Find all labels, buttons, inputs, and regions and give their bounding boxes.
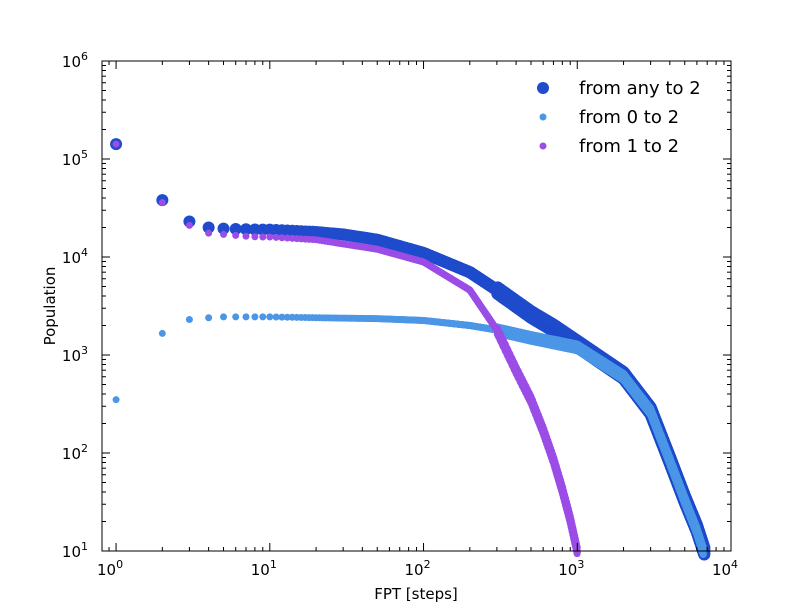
- plot-marks: [110, 138, 711, 561]
- data-point: [229, 223, 242, 236]
- data-point: [202, 221, 215, 234]
- series-0: [110, 138, 711, 561]
- data-point: [239, 223, 252, 236]
- data-point: [217, 222, 230, 235]
